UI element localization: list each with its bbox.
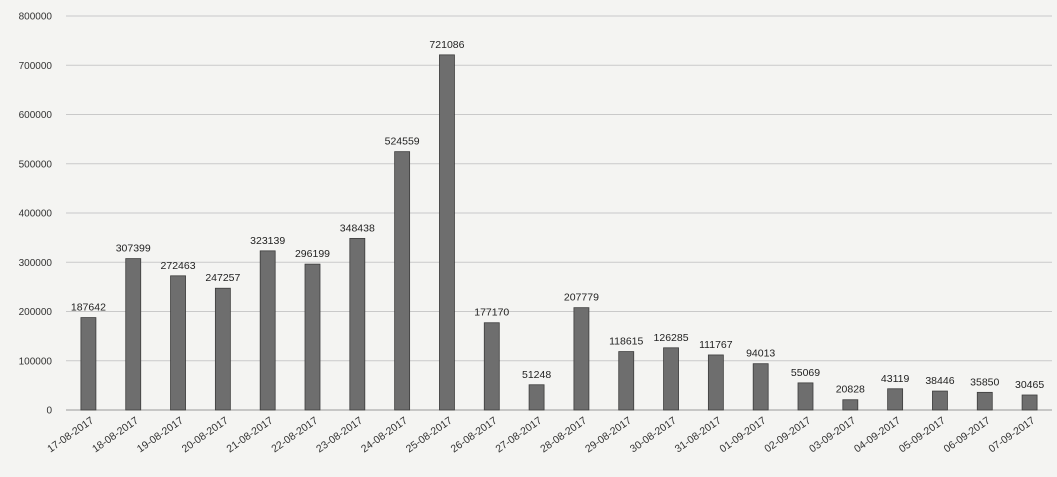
bar: [663, 347, 679, 411]
x-tick-label: 07-09-2017: [986, 415, 1037, 456]
data-label: 348438: [340, 222, 375, 234]
bar: [394, 151, 411, 411]
data-label: 55069: [791, 367, 820, 379]
x-tick-label: 28-08-2017: [538, 415, 589, 456]
bar: [349, 237, 366, 411]
bar: [1021, 394, 1038, 411]
data-label: 38446: [925, 375, 954, 387]
y-tick-label: 300000: [19, 258, 53, 269]
x-tick-label: 04-09-2017: [852, 415, 903, 456]
x-tick-label: 30-08-2017: [628, 415, 679, 456]
data-label: 111767: [699, 339, 733, 351]
data-label: 296199: [295, 248, 330, 260]
data-label: 20828: [836, 384, 865, 396]
data-label: 30465: [1015, 379, 1044, 391]
grid-layer: [66, 15, 1052, 411]
bar: [259, 250, 276, 411]
y-tick-label: 0: [46, 406, 52, 417]
x-tick-label: 23-08-2017: [314, 415, 365, 456]
x-tick-label: 20-08-2017: [180, 415, 231, 456]
data-label: 187642: [71, 302, 106, 314]
x-tick-label: 26-08-2017: [449, 415, 500, 456]
y-tick-label: 800000: [19, 12, 53, 23]
bar: [483, 322, 500, 411]
data-label: 721086: [429, 39, 464, 51]
bar: [842, 399, 859, 411]
x-tick-label: 17-08-2017: [45, 415, 96, 456]
y-axis: 0 100000 200000 300000 400000 500000 600000 700…: [19, 12, 53, 417]
x-tick-label: 31-08-2017: [673, 415, 724, 456]
bar: [304, 263, 321, 411]
data-label: 51248: [522, 369, 551, 381]
x-tick-label: 21-08-2017: [225, 415, 276, 456]
bar: [887, 388, 904, 411]
bar: [976, 391, 993, 411]
bar: [752, 363, 769, 411]
bar: [170, 275, 186, 411]
x-tick-label: 29-08-2017: [583, 415, 634, 456]
data-label: 272463: [161, 260, 196, 272]
y-tick-label: 700000: [19, 61, 53, 72]
x-tick-label: 05-09-2017: [897, 415, 948, 456]
y-tick-label: 500000: [19, 159, 53, 170]
data-label: 118615: [609, 336, 643, 348]
bar: [707, 354, 724, 411]
bar: [573, 307, 590, 411]
data-labels: 187642 307399 272463 247257 323139 296199 3484…: [71, 39, 1044, 396]
x-tick-label: 25-08-2017: [404, 415, 455, 456]
bar: [932, 390, 948, 411]
bar: [439, 54, 455, 411]
data-label: 307399: [116, 243, 151, 255]
bar: [528, 384, 545, 411]
y-tick-label: 200000: [19, 307, 53, 318]
x-tick-label: 27-08-2017: [493, 415, 544, 456]
data-label: 247257: [205, 272, 240, 284]
data-label: 207779: [564, 292, 599, 304]
data-label: 94013: [746, 348, 775, 360]
bar: [214, 287, 231, 411]
data-label: 524559: [385, 136, 420, 148]
data-label: 177170: [474, 307, 509, 319]
bar: [618, 351, 635, 411]
bars: [80, 54, 1038, 411]
x-tick-label: 06-09-2017: [942, 415, 993, 456]
x-tick-label: 22-08-2017: [269, 415, 320, 456]
x-tick-label: 24-08-2017: [359, 415, 410, 456]
bar: [797, 382, 814, 411]
bar: [125, 258, 142, 411]
y-tick-label: 100000: [19, 356, 53, 367]
x-tick-label: 03-09-2017: [807, 415, 858, 456]
data-label: 323139: [250, 235, 285, 247]
bar: [80, 317, 97, 411]
data-label: 43119: [881, 373, 910, 385]
data-label: 126285: [654, 332, 689, 344]
x-tick-label: 02-09-2017: [762, 415, 813, 456]
x-axis: 17-08-201718-08-201719-08-201720-08-2017…: [45, 415, 1037, 456]
y-tick-label: 400000: [19, 209, 53, 220]
y-tick-label: 600000: [19, 110, 53, 121]
x-tick-label: 01-09-2017: [718, 415, 769, 456]
data-label: 35850: [970, 376, 999, 388]
x-tick-label: 18-08-2017: [90, 415, 141, 456]
x-tick-label: 19-08-2017: [135, 415, 186, 456]
